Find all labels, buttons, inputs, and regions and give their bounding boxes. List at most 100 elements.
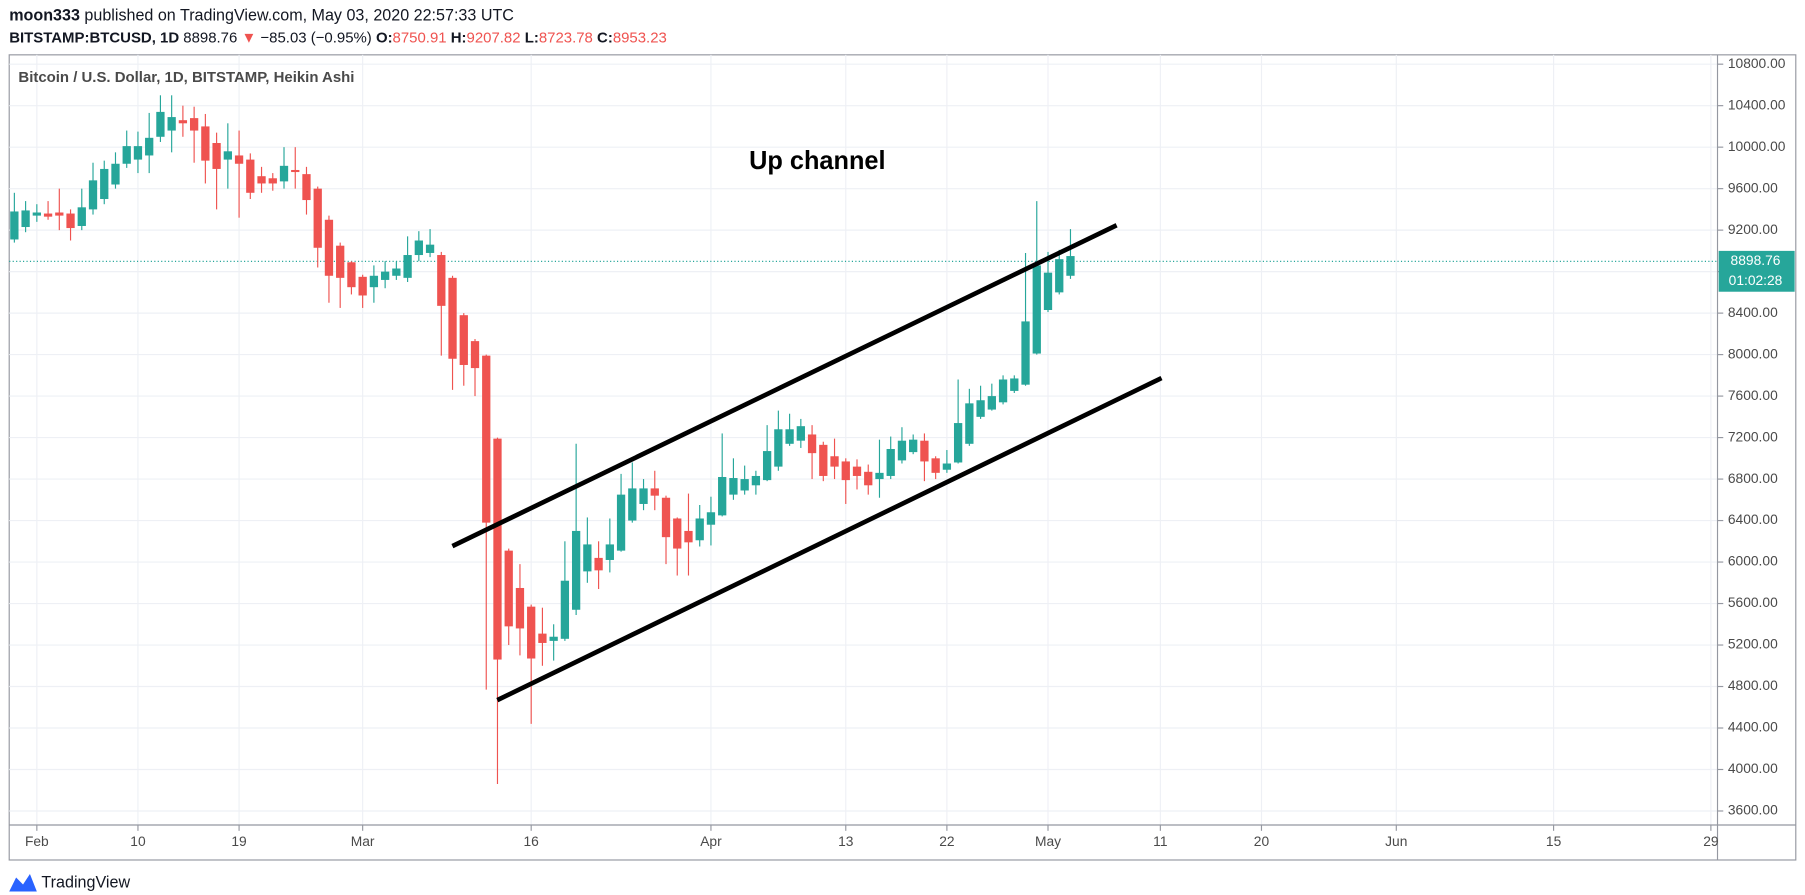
x-tick-label: 29: [1703, 833, 1719, 849]
y-tick-label: 7600.00: [1728, 387, 1778, 403]
candle-body: [549, 636, 558, 641]
x-tick-label: 16: [524, 833, 540, 849]
candle-body: [358, 276, 367, 296]
candle-body: [538, 633, 547, 643]
y-tick-label: 4400.00: [1728, 719, 1778, 735]
candle-body: [785, 429, 794, 444]
y-tick-label: 6000.00: [1728, 553, 1778, 569]
x-tick-label: 22: [939, 833, 955, 849]
candle-body: [1043, 272, 1053, 311]
candle-body: [145, 137, 154, 156]
candle-body: [504, 550, 513, 627]
candle-body: [122, 146, 131, 164]
channel-lower: [496, 375, 1163, 703]
candle-body: [201, 126, 210, 161]
candle-body: [751, 475, 761, 486]
header-line-2: BITSTAMP:BTCUSD, 1D 8898.76 ▼ −85.03 (−0…: [9, 29, 667, 46]
candle-body: [257, 176, 266, 184]
candle-body: [268, 178, 277, 184]
candle-body: [66, 213, 75, 229]
grid: [9, 54, 1718, 825]
candle-body: [234, 155, 244, 164]
brand: TradingView: [41, 874, 130, 892]
candle-body: [167, 117, 176, 131]
y-tick-label: 8000.00: [1728, 345, 1778, 361]
last-price-box: [1718, 250, 1795, 292]
candle-body: [920, 440, 929, 462]
candle-body: [639, 488, 648, 504]
candle-body: [448, 277, 457, 359]
candle-body: [133, 146, 143, 160]
candle-body: [1010, 378, 1019, 391]
candle-body: [762, 451, 772, 481]
h-label: H:: [451, 29, 467, 46]
candle-body: [493, 438, 502, 660]
y-tick-label: 7200.00: [1728, 428, 1778, 444]
x-tick-label: 11: [1153, 833, 1168, 849]
x-tick-label: 10: [130, 833, 146, 849]
candle-body: [369, 275, 379, 288]
candle-body: [875, 472, 884, 480]
candle-body: [437, 255, 446, 306]
candle-body: [841, 461, 850, 481]
candle-body: [77, 207, 86, 226]
candle-body: [43, 213, 53, 217]
candle-body: [347, 262, 356, 288]
y-tick-label: 6800.00: [1728, 470, 1778, 486]
l-label: L:: [525, 29, 539, 46]
candle-body: [403, 255, 412, 278]
candle-body: [380, 271, 390, 280]
candle-body: [953, 423, 963, 463]
candle-body: [336, 245, 345, 278]
candle-body: [830, 456, 839, 467]
candle-body: [650, 488, 659, 496]
user: moon333: [9, 7, 80, 25]
axes: 3600.00 4000.00 4400.00 4800.00 5200.00 5600.…: [25, 55, 1795, 849]
candle-body: [661, 497, 671, 538]
y-tick-label: 10400.00: [1728, 96, 1786, 112]
candle-body: [459, 315, 468, 365]
candle-body: [88, 180, 98, 210]
last-price-label: 8898.76: [1731, 252, 1781, 268]
header-line-1: moon333 published on TradingView.com, Ma…: [9, 7, 514, 25]
logo: [9, 873, 37, 892]
x-tick-label: 19: [231, 833, 247, 849]
candle-body: [55, 212, 64, 216]
candle-body: [560, 580, 570, 639]
y-tick-label: 4000.00: [1728, 760, 1778, 776]
candle-body: [1032, 265, 1041, 354]
candle-body: [100, 168, 109, 200]
candle-body: [583, 544, 592, 572]
o-label: O:: [376, 29, 393, 46]
candle-body: [684, 530, 693, 543]
c-label: C:: [597, 29, 613, 46]
y-tick-label: 9600.00: [1728, 179, 1778, 195]
x-tick-label: 15: [1546, 833, 1562, 849]
x-tick-label: Apr: [700, 833, 722, 849]
change: −85.03 (−0.95%): [260, 29, 371, 46]
o-value: 8750.91: [393, 29, 447, 46]
y-tick-label: 3600.00: [1728, 802, 1778, 818]
x-tick-label: Mar: [351, 833, 375, 849]
candle-body: [740, 479, 749, 491]
footer: TradingView: [9, 874, 130, 892]
candle-body: [605, 544, 614, 560]
candle-body: [998, 379, 1008, 403]
c-value: 8953.23: [613, 29, 667, 46]
y-tick-label: 5600.00: [1728, 594, 1778, 610]
y-tick-label: 10800.00: [1728, 55, 1786, 71]
published: published on TradingView.com, May 03, 20…: [84, 7, 514, 25]
annotation: Up channel: [749, 147, 885, 175]
x-tick-label: Jun: [1385, 833, 1407, 849]
candle-body: [10, 211, 19, 240]
candles: [10, 95, 1075, 785]
candle-body: [796, 426, 805, 441]
candle-body: [1066, 256, 1075, 276]
candle-body: [695, 518, 704, 541]
candle-body: [470, 341, 480, 369]
candle-body: [965, 403, 974, 444]
l-value: 8723.78: [539, 29, 593, 46]
candle-body: [628, 488, 637, 521]
